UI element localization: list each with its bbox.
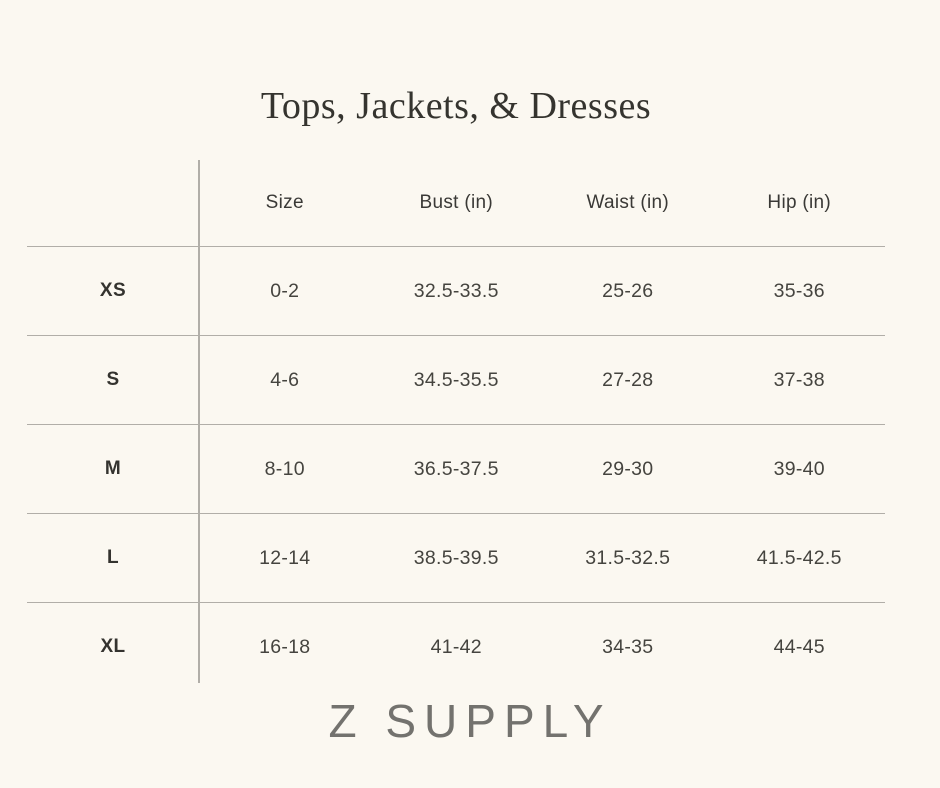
table-header-row: Size Bust (in) Waist (in) Hip (in) [27,160,885,246]
cell-m-hip: 39-40 [773,457,825,480]
cell-xl-hip: 44-45 [773,635,825,658]
column-header-waist: Waist (in) [586,192,670,213]
cell-xl-waist: 34-35 [602,635,654,658]
cell-xs-hip: 35-36 [773,279,825,302]
table-row-m: M 8-10 36.5-37.5 29-30 39-40 [27,424,885,513]
row-label-xs: XS [99,280,127,301]
brand-logo: Z SUPPLY [328,695,612,747]
cell-l-size: 12-14 [259,546,311,569]
column-header-bust: Bust (in) [419,192,493,213]
cell-xs-waist: 25-26 [602,279,654,302]
cell-s-bust: 34.5-35.5 [413,368,499,391]
cell-m-waist: 29-30 [602,457,654,480]
cell-s-size: 4-6 [270,368,300,391]
table-row-xs: XS 0-2 32.5-33.5 25-26 35-36 [27,246,885,335]
table-vertical-divider [198,160,200,683]
row-label-m: M [104,458,122,479]
cell-xs-size: 0-2 [270,279,300,302]
cell-l-hip: 41.5-42.5 [756,546,842,569]
size-chart-table: Size Bust (in) Waist (in) Hip (in) XS 0-… [27,160,885,691]
cell-xl-bust: 41-42 [430,635,482,658]
table-row-xl: XL 16-18 41-42 34-35 44-45 [27,602,885,691]
row-label-xl: XL [100,636,126,657]
cell-s-waist: 27-28 [602,368,654,391]
cell-l-bust: 38.5-39.5 [413,546,499,569]
cell-m-size: 8-10 [264,457,305,480]
cell-m-bust: 36.5-37.5 [413,457,499,480]
page-title: Tops, Jackets, & Dresses [260,85,652,127]
header-spacer-cell [27,160,199,246]
table-row-l: L 12-14 38.5-39.5 31.5-32.5 41.5-42.5 [27,513,885,602]
cell-xs-bust: 32.5-33.5 [413,279,499,302]
row-label-s: S [106,369,120,390]
cell-s-hip: 37-38 [773,368,825,391]
row-label-l: L [106,547,119,568]
cell-xl-size: 16-18 [259,635,311,658]
column-header-size: Size [265,192,304,213]
cell-l-waist: 31.5-32.5 [585,546,671,569]
column-header-hip: Hip (in) [767,192,832,213]
table-row-s: S 4-6 34.5-35.5 27-28 37-38 [27,335,885,424]
